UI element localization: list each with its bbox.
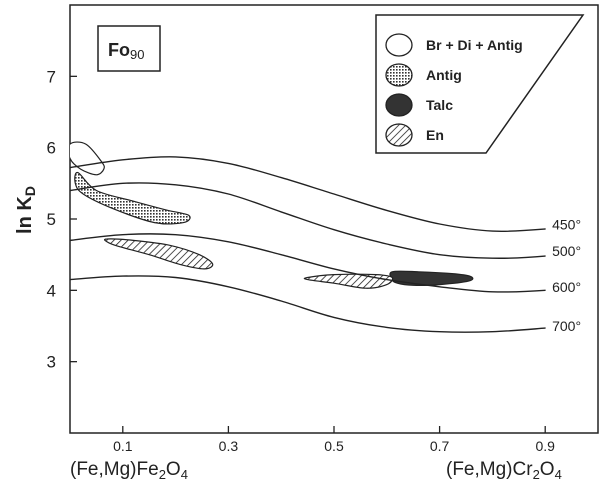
region-talc (389, 270, 474, 287)
x-tick-label: 0.9 (535, 438, 555, 454)
isotherm-label: 500° (552, 243, 581, 259)
isotherm-label-bg (545, 214, 588, 235)
x-axis: 0.1 0.3 0.5 0.7 0.9 (113, 426, 555, 454)
region-en (303, 273, 394, 289)
x-label-left: (Fe,Mg)Fe2O4 (70, 459, 188, 482)
legend-symbol (385, 63, 413, 87)
legend-box (375, 14, 585, 154)
legend-symbol (385, 93, 413, 117)
isotherm-label: 700° (552, 318, 581, 334)
panel-label: Fo90 (108, 40, 144, 62)
legend-label: Br + Di + Antig (426, 37, 523, 53)
legend-symbol (385, 33, 413, 57)
isotherm-label: 450° (552, 217, 581, 233)
isotherm-curves (70, 156, 572, 333)
legend-label: En (426, 127, 444, 143)
isotherm-labels: 450° 500° 600° 700° (545, 214, 588, 336)
region-en (103, 238, 214, 270)
isotherm-label-bg (545, 276, 588, 297)
y-tick-label: 6 (47, 139, 56, 158)
isotherm-600 (70, 233, 572, 293)
isotherm-label-bg (545, 316, 588, 336)
legend-label: Antig (426, 67, 462, 83)
y-tick-label: 7 (47, 67, 56, 86)
x-label-right: (Fe,Mg)Cr2O4 (446, 459, 562, 482)
isotherm-450 (70, 156, 572, 233)
y-tick-label: 4 (47, 281, 56, 300)
isotherm-700 (70, 275, 572, 333)
x-tick-label: 0.3 (219, 438, 239, 454)
x-tick-label: 0.7 (430, 438, 450, 454)
legend: Br + Di + Antig Antig Talc En (375, 14, 585, 154)
panel-label-box (97, 25, 161, 72)
x-tick-label: 0.5 (324, 438, 344, 454)
y-tick-label: 5 (47, 210, 56, 229)
x-tick-label: 0.1 (113, 438, 133, 454)
isotherm-label: 600° (552, 279, 581, 295)
y-axis: 3 4 5 6 7 (47, 67, 77, 372)
legend-label: Talc (426, 97, 453, 113)
isotherm-label-bg (545, 241, 588, 262)
y-axis-label: ln KD (14, 186, 38, 234)
field-regions (70, 141, 474, 289)
y-tick-label: 3 (47, 353, 56, 372)
region-br-di-antig (70, 141, 105, 176)
region-antig (74, 171, 191, 225)
isotherm-500 (70, 182, 572, 259)
legend-symbol (385, 123, 413, 147)
